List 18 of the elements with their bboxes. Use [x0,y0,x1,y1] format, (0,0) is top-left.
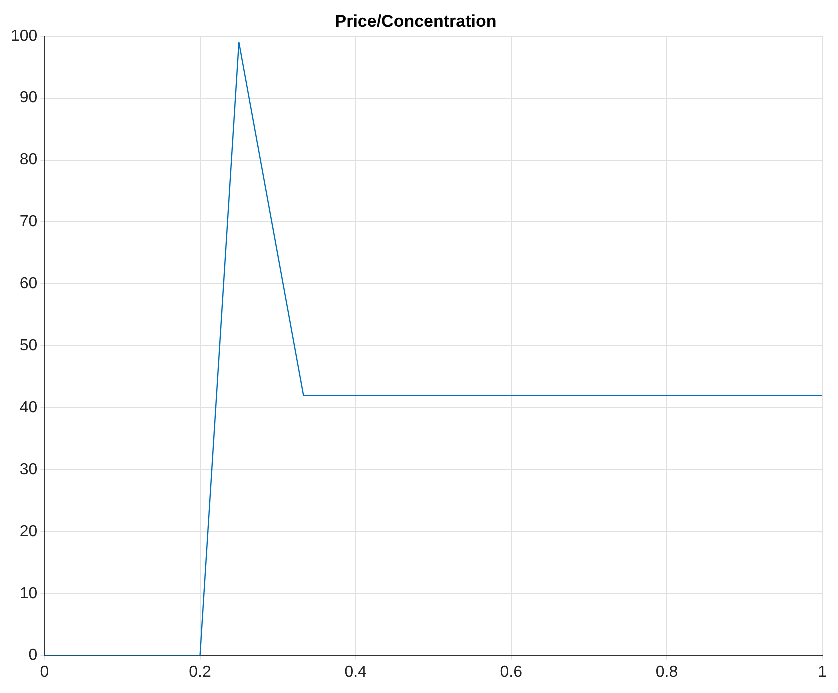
x-tick-label: 1 [818,664,828,681]
chart-title: Price/Concentration [335,12,497,31]
x-tick-label: 0 [40,664,50,681]
x-tick-label: 0.4 [344,664,368,681]
y-tick-label: 0 [28,647,38,664]
x-tick-label: 0.8 [656,664,678,681]
y-tick-label: 20 [20,523,38,540]
y-tick-label: 80 [20,152,38,169]
x-tick-label: 0.6 [500,664,523,681]
y-tick-label: 50 [20,338,38,355]
y-tick-label: 40 [20,399,38,416]
y-tick-label: 90 [20,90,38,107]
y-tick-label: 30 [20,461,38,478]
y-tick-label: 10 [20,585,38,602]
y-tick-label: 100 [10,28,38,45]
y-tick-label: 60 [20,276,38,293]
y-tick-label: 70 [20,214,38,231]
x-tick-label: 0.2 [189,664,212,681]
